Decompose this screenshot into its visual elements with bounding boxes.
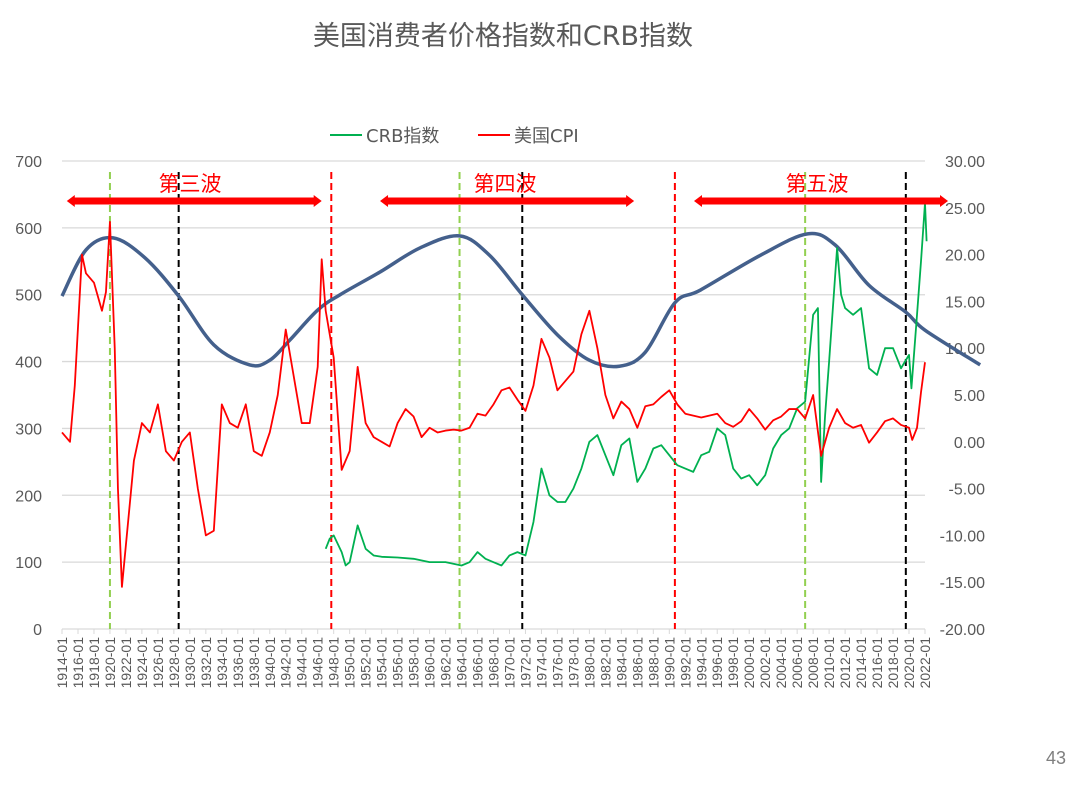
x-tick-label: 2012-01 <box>837 637 853 689</box>
x-tick-label: 2002-01 <box>757 637 773 689</box>
x-tick-label: 1980-01 <box>581 637 597 689</box>
x-tick-label: 1960-01 <box>422 637 438 689</box>
x-tick-label: 1994-01 <box>693 637 709 689</box>
right-tick-label: 5.00 <box>954 388 985 405</box>
arrow-head-right <box>940 195 948 207</box>
x-tick-label: 1990-01 <box>661 637 677 689</box>
left-axis: 0 100 200 300 400 500 600 700 <box>15 154 42 639</box>
x-tick-label: 1934-01 <box>214 637 230 689</box>
x-tick-label: 1946-01 <box>310 637 326 689</box>
left-tick-label: 100 <box>15 555 42 572</box>
wave-label: 第四波 <box>474 172 537 196</box>
x-tick-label: 1918-01 <box>86 637 102 689</box>
x-tick-label: 2010-01 <box>821 637 837 689</box>
x-tick-label: 1944-01 <box>294 637 310 689</box>
left-tick-label: 700 <box>15 154 42 171</box>
arrow-head-right <box>626 195 635 207</box>
left-tick-label: 0 <box>33 622 42 639</box>
x-tick-label: 1978-01 <box>565 637 581 689</box>
x-tick-label: 1916-01 <box>70 637 86 689</box>
x-tick-label: 1968-01 <box>486 637 502 689</box>
x-tick-label: 2016-01 <box>869 637 885 689</box>
x-tick-label: 1952-01 <box>358 637 374 689</box>
x-tick-label: 1988-01 <box>645 637 661 689</box>
crb-index-line <box>324 202 928 567</box>
x-tick-label: 1992-01 <box>677 637 693 689</box>
right-tick-label: 20.00 <box>945 248 985 265</box>
x-axis: 1914-01 1916-01 1918-01 1920-01 1922-01 1924-… <box>54 629 933 688</box>
x-tick-label: 1984-01 <box>613 637 629 689</box>
chart-title: 美国消费者价格指数和CRB指数 <box>313 21 693 52</box>
x-tick-label: 1966-01 <box>470 637 486 689</box>
x-tick-label: 1974-01 <box>533 637 549 689</box>
x-tick-label: 1972-01 <box>517 637 533 689</box>
right-tick-label: -5.00 <box>949 482 986 499</box>
series <box>60 202 982 588</box>
x-tick-label: 1986-01 <box>629 637 645 689</box>
x-tick-label: 2018-01 <box>885 637 901 689</box>
x-tick-label: 1914-01 <box>54 637 70 689</box>
x-tick-label: 1936-01 <box>230 637 246 689</box>
x-tick-label: 1996-01 <box>709 637 725 689</box>
cycle-wave-line <box>60 231 982 369</box>
x-tick-label: 1982-01 <box>597 637 613 689</box>
x-tick-label: 1940-01 <box>262 637 278 689</box>
x-tick-label: 1924-01 <box>134 637 150 689</box>
legend-crb-label: CRB指数 <box>366 126 439 147</box>
page-number: 43 <box>1045 748 1066 768</box>
x-tick-label: 1922-01 <box>118 637 134 689</box>
right-tick-label: 30.00 <box>945 154 985 171</box>
right-tick-label: 25.00 <box>945 201 985 218</box>
left-tick-label: 300 <box>15 421 42 438</box>
x-tick-label: 2008-01 <box>805 637 821 689</box>
right-tick-label: 10.00 <box>945 341 985 358</box>
x-tick-label: 2000-01 <box>741 637 757 689</box>
x-tick-label: 1942-01 <box>278 637 294 689</box>
x-tick-label: 2022-01 <box>917 637 933 689</box>
wave-label: 第五波 <box>786 172 849 196</box>
right-tick-label: -10.00 <box>940 528 985 545</box>
right-tick-label: 15.00 <box>945 294 985 311</box>
x-tick-label: 1956-01 <box>390 637 406 689</box>
us-cpi-line <box>61 220 926 588</box>
x-tick-label: 2004-01 <box>773 637 789 689</box>
wave-label: 第三波 <box>159 172 222 196</box>
x-tick-label: 1950-01 <box>342 637 358 689</box>
x-tick-label: 1976-01 <box>549 637 565 689</box>
x-tick-label: 2006-01 <box>789 637 805 689</box>
right-tick-label: 0.00 <box>954 435 985 452</box>
x-tick-label: 2020-01 <box>901 637 917 689</box>
x-tick-label: 1962-01 <box>438 637 454 689</box>
x-tick-label: 1938-01 <box>246 637 262 689</box>
arrow-head-right <box>313 195 322 207</box>
x-tick-label: 1930-01 <box>182 637 198 689</box>
gridlines <box>62 160 925 630</box>
x-tick-label: 1998-01 <box>725 637 741 689</box>
right-tick-label: -15.00 <box>940 575 985 592</box>
right-axis: -20.00 -15.00 -10.00 -5.00 0.00 5.00 10.00 15.0… <box>940 154 985 639</box>
legend-cpi-label: 美国CPI <box>514 126 579 147</box>
left-tick-label: 600 <box>15 221 42 238</box>
arrow-head-left <box>66 195 75 207</box>
left-tick-label: 400 <box>15 355 42 372</box>
x-tick-label: 1970-01 <box>501 637 517 689</box>
right-tick-label: -20.00 <box>940 622 985 639</box>
arrow-head-left <box>380 195 389 207</box>
legend: CRB指数 美国CPI <box>330 126 579 147</box>
x-tick-label: 1928-01 <box>166 637 182 689</box>
vertical-markers <box>108 172 907 629</box>
x-tick-label: 1926-01 <box>150 637 166 689</box>
arrow-head-left <box>694 195 702 207</box>
x-tick-label: 1932-01 <box>198 637 214 689</box>
x-tick-label: 1964-01 <box>454 637 470 689</box>
wave-annotations: 第三波 第四波 第五波 <box>66 172 948 207</box>
x-tick-label: 1954-01 <box>374 637 390 689</box>
left-tick-label: 200 <box>15 488 42 505</box>
x-tick-label: 1948-01 <box>326 637 342 689</box>
left-tick-label: 500 <box>15 288 42 305</box>
x-tick-label: 1920-01 <box>102 637 118 689</box>
x-tick-label: 1958-01 <box>406 637 422 689</box>
x-tick-label: 2014-01 <box>853 637 869 689</box>
